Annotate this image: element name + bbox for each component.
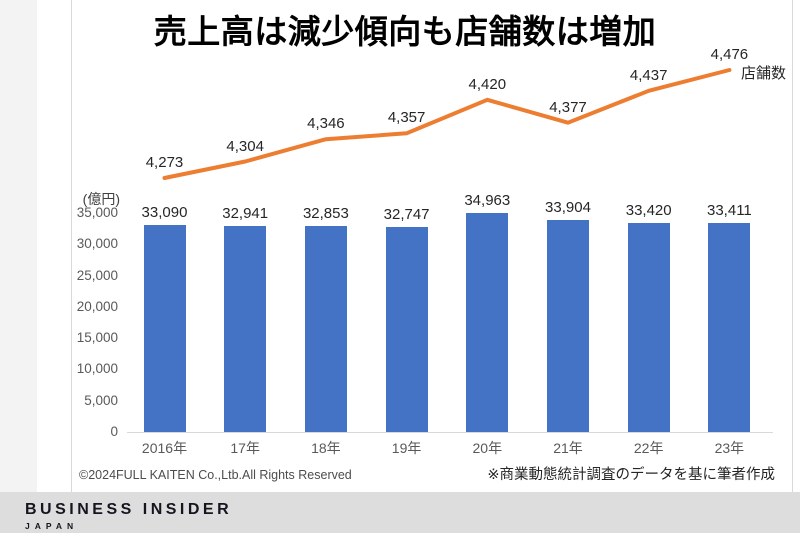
y-axis-unit-label: (億円): [82, 191, 120, 207]
x-axis-tick-label: 2016年: [141, 440, 188, 456]
bar-value-label: 33,090: [141, 203, 188, 221]
line-value-label: 4,437: [629, 66, 668, 84]
y-axis-tick-label: 30,000: [76, 236, 118, 252]
x-axis-tick-label: 22年: [633, 440, 664, 456]
y-axis-tick-label: 20,000: [76, 298, 118, 314]
sales-bar: [304, 226, 347, 432]
y-axis-tick-label: 15,000: [76, 330, 118, 346]
sales-bar: [385, 227, 428, 432]
page-left-margin: [0, 0, 37, 493]
sales-bar: [627, 222, 670, 432]
x-axis-tick-label: 20年: [472, 440, 503, 456]
y-axis-tick-label: 25,000: [76, 267, 118, 283]
bar-value-label: 32,747: [383, 206, 430, 224]
y-axis-tick-label: 5,000: [84, 392, 118, 408]
chart-title: 売上高は減少傾向も店舗数は増加: [153, 13, 657, 50]
x-axis-tick-label: 18年: [311, 440, 341, 456]
bar-value-label: 33,904: [545, 198, 591, 216]
bar-value-label: 33,420: [625, 201, 672, 219]
line-value-label: 4,476: [710, 46, 749, 63]
sales-bar: [708, 222, 751, 432]
line-value-label: 4,420: [468, 75, 507, 93]
line-value-label: 4,304: [226, 137, 264, 155]
logo-business-insider-japan: BUSINESS INSIDER JAPAN: [25, 501, 232, 531]
bar-value-label: 33,411: [707, 201, 752, 219]
bar-value-label: 32,853: [302, 205, 349, 223]
line-value-label: 4,377: [549, 98, 587, 116]
logo-text-japan: JAPAN: [25, 520, 79, 531]
sales-bar: [547, 219, 589, 432]
logo-text-business-insider: BUSINESS INSIDER: [25, 501, 233, 518]
x-axis-tick-label: 17年: [230, 440, 260, 456]
line-value-label: 4,273: [145, 154, 184, 171]
footer-bar: [0, 492, 800, 533]
figure-source-note: ※商業動態統計調査のデータを基に筆者作成: [487, 467, 775, 483]
bar-value-label: 32,941: [222, 204, 269, 222]
figure-copyright: ©2024FULL KAITEN Co.,Ltb.All Rights Rese…: [79, 468, 352, 482]
sales-bar: [466, 213, 509, 432]
y-axis-tick-label: 35,000: [76, 205, 118, 220]
bar-value-label: 34,963: [464, 192, 511, 210]
y-axis-tick-label: 10,000: [76, 361, 118, 377]
x-axis-tick-label: 21年: [553, 440, 583, 456]
sales-bar: [143, 224, 186, 432]
y-axis-tick-label: 0: [110, 424, 118, 439]
line-value-label: 4,357: [387, 109, 426, 127]
x-axis-tick-label: 23年: [714, 440, 745, 456]
x-axis-tick-label: 19年: [391, 440, 422, 456]
x-axis-line: [127, 432, 773, 433]
line-series-label: 店舗数: [741, 65, 787, 82]
sales-bar: [224, 225, 267, 432]
line-value-label: 4,346: [307, 115, 345, 133]
